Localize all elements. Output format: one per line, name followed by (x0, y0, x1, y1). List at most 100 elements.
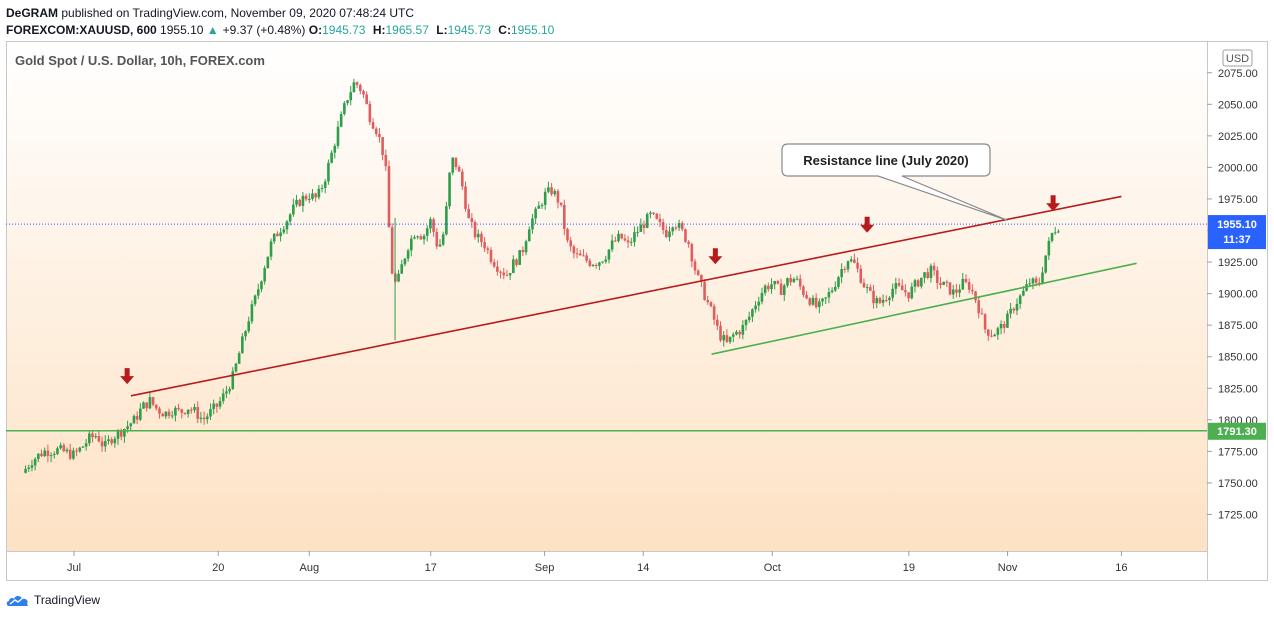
candle-up (205, 416, 209, 420)
candle-up (993, 334, 996, 337)
currency-badge[interactable]: USD (1222, 49, 1253, 67)
candle-up (263, 268, 266, 282)
candle-up (425, 228, 429, 236)
candle-up (72, 450, 75, 459)
down-arrow-icon[interactable] (1046, 195, 1061, 212)
candle-down (706, 300, 710, 303)
candle-up (288, 214, 292, 222)
candle-down (878, 298, 882, 303)
candle-up (438, 244, 442, 247)
candle-up (33, 458, 37, 466)
candle-down (904, 290, 907, 293)
candle-up (1053, 232, 1057, 234)
candle-up (126, 426, 129, 430)
candle-up (636, 231, 639, 233)
candle-up (199, 417, 203, 419)
candle-down (314, 193, 317, 198)
candle-down (158, 408, 161, 414)
x-tick-label: Aug (300, 562, 320, 574)
close-label: C: (498, 23, 511, 37)
chart-frame[interactable]: 1725.00 1750.00 1775.00 1800.00 1825.00 1850.… (6, 41, 1268, 581)
price-chart[interactable]: 1725.001750.001775.001800.001825.001850.… (6, 41, 1268, 581)
candle-down (473, 222, 477, 238)
candle-up (547, 187, 550, 192)
candle-up (910, 286, 914, 299)
candle-up (773, 281, 777, 285)
publisher-name[interactable]: DeGRAM (6, 6, 59, 20)
candle-up (247, 321, 251, 332)
candle-down (457, 167, 461, 172)
candle-down (948, 282, 952, 295)
candle-up (1050, 233, 1054, 241)
candle-up (397, 273, 400, 282)
support-trendline[interactable] (711, 262, 1137, 355)
candle-down (151, 397, 155, 405)
down-arrow-icon[interactable] (708, 248, 723, 265)
candle-down (190, 409, 193, 411)
candle-up (1022, 290, 1025, 296)
symbol-label[interactable]: FOREXCOM:XAUUSD, 600 (6, 23, 157, 37)
candle-up (116, 430, 120, 439)
open-label: O: (308, 23, 323, 37)
candle-down (1037, 282, 1041, 284)
candle-down (964, 278, 968, 283)
brand-label[interactable]: TradingView (34, 593, 101, 607)
candle-up (186, 409, 190, 414)
candle-down (897, 283, 901, 286)
callout-text: Resistance line (July 2020) (803, 153, 968, 168)
down-arrow-icon[interactable] (120, 368, 135, 385)
candle-down (696, 270, 700, 275)
candle-up (272, 233, 276, 242)
candle-up (744, 319, 748, 326)
plot-area[interactable] (6, 41, 1208, 552)
x-tick-label: Oct (764, 562, 781, 574)
candle-down (725, 335, 729, 342)
candle-up (735, 331, 738, 335)
candle-up (741, 325, 745, 335)
candle-down (776, 281, 780, 284)
candle-up (524, 241, 528, 253)
last-price-text: 1955.10 (160, 23, 204, 37)
candle-up (633, 232, 636, 242)
candle-down (110, 439, 113, 444)
candle-up (1015, 303, 1019, 311)
candle-up (951, 289, 955, 295)
candle-down (658, 218, 662, 223)
candle-down (674, 227, 678, 229)
candle-up (604, 259, 608, 262)
resistance-trendline[interactable] (130, 195, 1122, 397)
candle-up (260, 281, 263, 290)
price-axis[interactable] (1207, 41, 1268, 581)
candle-up (598, 262, 601, 266)
candle-up (142, 402, 145, 409)
candle-down (75, 450, 78, 452)
candle-up (1031, 278, 1035, 284)
candle-up (830, 290, 834, 293)
time-axis[interactable] (6, 551, 1208, 581)
candle-up (59, 445, 62, 449)
candle-up (429, 219, 432, 229)
open-value: 1945.73 (322, 23, 366, 37)
candle-down (371, 122, 375, 129)
published-text: published on TradingView.com, November 0… (61, 6, 415, 20)
last-price-badge[interactable] (1208, 215, 1266, 250)
down-arrow-icon[interactable] (860, 216, 875, 233)
support-price-badge[interactable] (1208, 422, 1266, 440)
y-tick-label: 1925.00 (1218, 257, 1258, 269)
close-value: 1955.10 (510, 23, 555, 37)
y-tick-label: 1750.00 (1218, 478, 1258, 490)
candle-down (843, 268, 847, 270)
candle-up (1009, 308, 1012, 314)
candle-up (323, 181, 327, 188)
candle-down (932, 265, 936, 271)
tradingview-cloud-icon[interactable] (6, 593, 30, 607)
candle-down (856, 262, 859, 269)
candle-down (215, 403, 219, 407)
y-tick-label: 2075.00 (1218, 68, 1258, 80)
callout-bubble[interactable] (781, 143, 1008, 221)
candle-down (802, 286, 805, 295)
candle-up (591, 264, 595, 266)
candle-down (374, 128, 378, 135)
candle-down (712, 306, 716, 320)
candle-up (406, 250, 410, 259)
